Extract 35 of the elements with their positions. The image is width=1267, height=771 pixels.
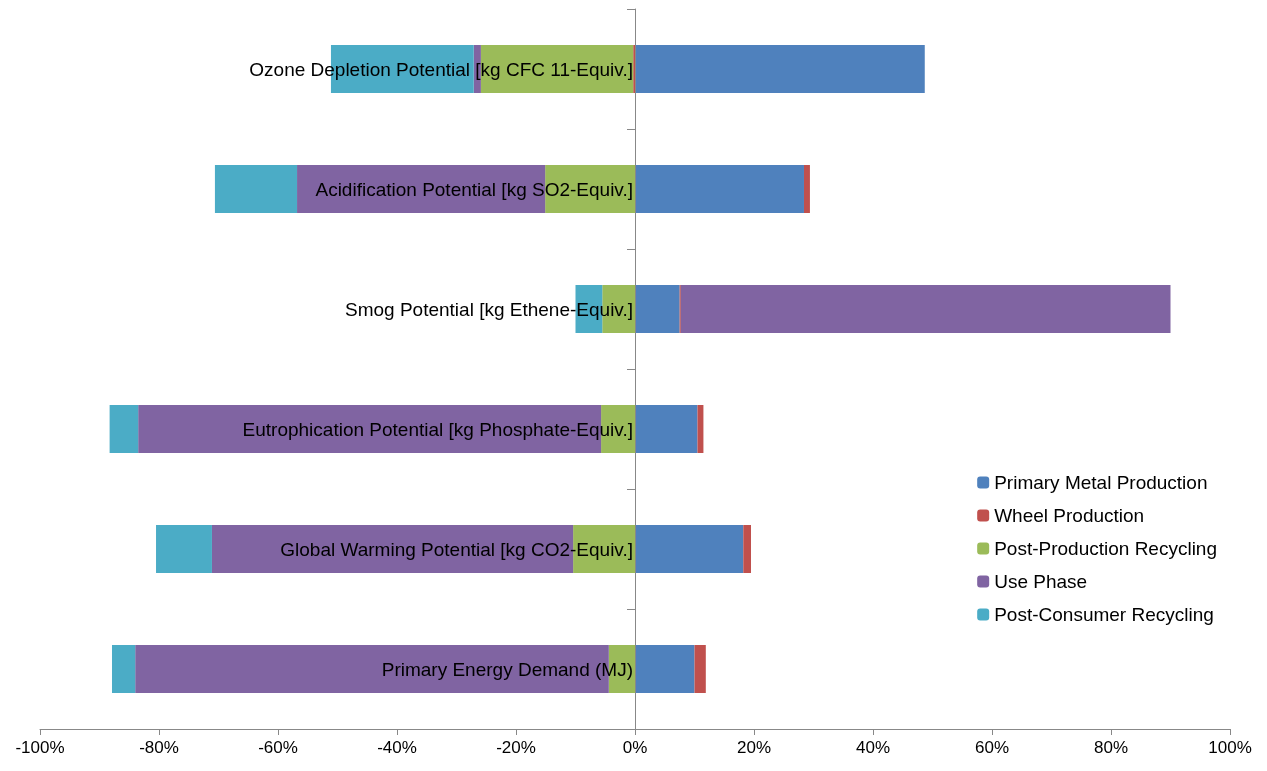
bar [680, 285, 1171, 333]
x-tick-label: -40% [377, 738, 417, 757]
bar [111, 645, 136, 693]
x-tick-label: -100% [15, 738, 65, 757]
bar [635, 645, 695, 693]
y-tick-label: Acidification Potential [kg SO2-Equiv.] [315, 178, 633, 200]
bar [743, 525, 752, 573]
x-tick-label: 60% [974, 738, 1010, 757]
legend-label: Wheel Production [994, 505, 1145, 526]
bar [697, 405, 704, 453]
legend-label: Post-Production Recycling [994, 538, 1217, 559]
x-tick-label: 0% [622, 738, 648, 757]
bar [635, 405, 698, 453]
x-tick-label: 20% [736, 738, 772, 757]
x-tick-label: -20% [496, 738, 536, 757]
x-tick-label: 80% [1093, 738, 1129, 757]
legend-label: Post-Consumer Recycling [994, 604, 1214, 625]
y-tick-label: Global Warming Potential [kg CO2-Equiv.] [280, 538, 633, 560]
x-tick-label: 40% [855, 738, 891, 757]
x-tick-label: 100% [1208, 738, 1252, 757]
bar [214, 165, 298, 213]
bar [635, 165, 804, 213]
bar [635, 525, 744, 573]
x-tick-label: -60% [258, 738, 298, 757]
y-tick-label: Primary Energy Demand (MJ) [381, 658, 633, 680]
legend-label: Primary Metal Production [994, 472, 1208, 493]
y-tick-label: Eutrophication Potential [kg Phosphate-Equiv.] [242, 418, 633, 440]
bar [694, 645, 706, 693]
bar [156, 525, 212, 573]
x-tick-label: -80% [139, 738, 179, 757]
legend-label: Use Phase [994, 571, 1088, 592]
bar [635, 45, 925, 93]
bar [109, 405, 139, 453]
bar [635, 285, 680, 333]
bar [803, 165, 810, 213]
